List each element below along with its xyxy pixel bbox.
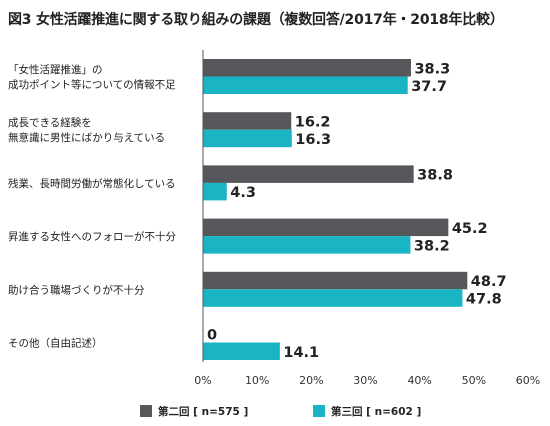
x-tick-label: 30% <box>353 374 377 387</box>
bar-2 <box>203 129 292 148</box>
category-label: その他（自由記述） <box>8 337 103 350</box>
data-label: 16.2 <box>295 114 331 130</box>
data-label: 38.8 <box>417 168 453 184</box>
category-label: 残業、長時間労働が常態化している <box>8 177 176 190</box>
legend-label: 第三回 [ n=602 ] <box>331 405 421 418</box>
x-tick-label: 0% <box>194 374 211 387</box>
legend-swatch <box>313 405 325 417</box>
category-label: 助け合う職場づくりが不十分 <box>8 283 145 296</box>
data-label: 47.8 <box>466 292 502 308</box>
legend-label: 第二回 [ n=575 ] <box>158 405 248 418</box>
x-tick-label: 10% <box>245 374 269 387</box>
bar-1 <box>203 271 468 290</box>
bar-2 <box>203 342 280 360</box>
x-tick-label: 60% <box>516 374 540 387</box>
bar-2 <box>203 289 463 307</box>
category-label: 「女性活躍推進」の <box>8 63 103 76</box>
bar-1 <box>203 59 411 77</box>
data-label: 38.3 <box>414 61 450 77</box>
data-label: 0 <box>207 327 217 343</box>
legend-swatch <box>140 405 152 417</box>
bar-2 <box>203 76 408 94</box>
data-label: 37.7 <box>411 79 447 95</box>
chart-title: 図3 女性活躍推進に関する取り組みの課題（複数回答/2017年・2018年比較） <box>8 12 504 28</box>
category-label: 無意識に男性にばかり与えている <box>8 131 165 144</box>
x-tick-label: 50% <box>462 374 486 387</box>
bar-2 <box>203 182 227 201</box>
bar-1 <box>203 165 414 183</box>
data-label: 38.2 <box>414 238 450 254</box>
category-label: 成長できる経験を <box>8 116 92 129</box>
bar-1 <box>203 218 449 237</box>
data-label: 14.1 <box>283 345 319 361</box>
bar-2 <box>203 236 411 254</box>
data-label: 4.3 <box>230 185 256 201</box>
data-label: 16.3 <box>295 132 331 148</box>
x-tick-label: 40% <box>407 374 431 387</box>
bar-1 <box>203 112 292 130</box>
category-label: 昇進する女性へのフォローが不十分 <box>8 230 176 243</box>
data-label: 48.7 <box>471 274 507 290</box>
x-tick-label: 20% <box>299 374 323 387</box>
data-label: 45.2 <box>452 221 488 237</box>
category-label: 成功ポイント等についての情報不足 <box>8 78 176 91</box>
